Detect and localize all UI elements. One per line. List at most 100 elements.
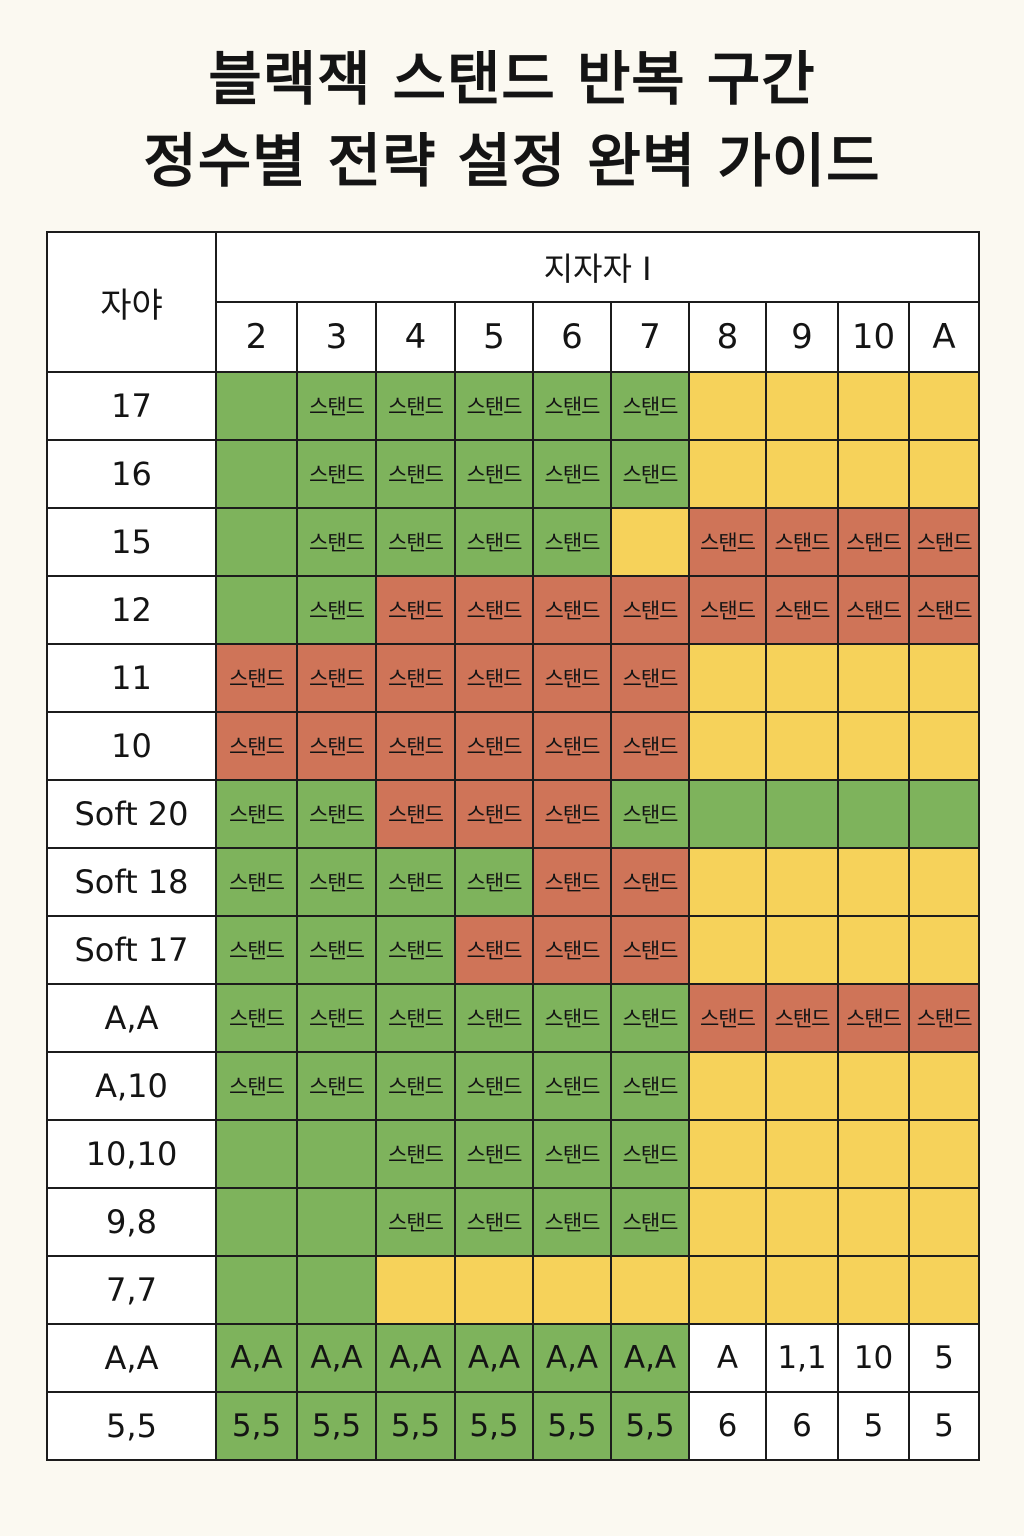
strategy-cell: 스탠드 <box>532 1187 612 1257</box>
dealer-column-row: 2 3 4 5 6 7 8 9 10 A <box>47 301 981 373</box>
strategy-cell <box>765 915 839 985</box>
table-row: 16 스탠드 스탠드 스탠드 스탠드 스탠드 <box>46 439 981 509</box>
strategy-cell: 10 <box>837 1323 910 1393</box>
table-row: A,A 스탠드 스탠드 스탠드 스탠드 스탠드 스탠드 스탠드 스탠드 스탠드 스탠드 <box>46 983 981 1053</box>
strategy-cell: 스탠드 <box>375 1187 456 1257</box>
strategy-cell <box>454 1255 534 1325</box>
strategy-cell: 스탠드 <box>296 575 377 645</box>
strategy-cell <box>765 439 839 509</box>
strategy-cell: 스탠드 <box>532 507 612 577</box>
dealer-column-header: 4 <box>375 301 456 373</box>
strategy-cell: 스탠드 <box>296 915 377 985</box>
strategy-cell <box>907 1187 981 1257</box>
strategy-cell <box>296 1119 377 1189</box>
strategy-cell: 스탠드 <box>837 983 910 1053</box>
strategy-cell: 스탠드 <box>375 983 456 1053</box>
strategy-cell: 스탠드 <box>532 847 612 917</box>
strategy-cell: 스탠드 <box>296 779 377 849</box>
player-hand-label: Soft 20 <box>46 779 217 849</box>
strategy-cell: 스탠드 <box>610 371 690 441</box>
strategy-cell: 스탠드 <box>610 779 690 849</box>
strategy-cell <box>765 643 839 713</box>
strategy-cell: 5,5 <box>610 1391 690 1461</box>
table-row: 7,7 <box>46 1255 981 1325</box>
strategy-cell: 스탠드 <box>375 507 456 577</box>
strategy-cell <box>215 575 298 645</box>
strategy-cell: 스탠드 <box>296 983 377 1053</box>
strategy-cell: 6 <box>765 1391 839 1461</box>
player-hand-label: Soft 18 <box>46 847 217 917</box>
title-line-2: 정수별 전략 설정 완벽 가이드 <box>143 127 881 195</box>
strategy-cell <box>907 371 981 441</box>
strategy-cell <box>837 847 910 917</box>
strategy-cell: A <box>688 1323 767 1393</box>
corner-label: 자야 <box>46 231 217 373</box>
strategy-cell: 스탠드 <box>215 847 298 917</box>
strategy-cell: 스탠드 <box>375 643 456 713</box>
strategy-cell: 스탠드 <box>765 507 839 577</box>
strategy-cell: A,A <box>215 1323 298 1393</box>
strategy-cell <box>765 1119 839 1189</box>
player-hand-label: A,10 <box>46 1051 217 1121</box>
strategy-cell: 스탠드 <box>375 847 456 917</box>
strategy-cell: 스탠드 <box>215 1051 298 1121</box>
strategy-cell: A,A <box>454 1323 534 1393</box>
strategy-cell: A,A <box>375 1323 456 1393</box>
strategy-cell: 스탠드 <box>375 1119 456 1189</box>
strategy-cell: A,A <box>296 1323 377 1393</box>
strategy-cell: 스탠드 <box>375 711 456 781</box>
strategy-cell: 6 <box>688 1391 767 1461</box>
player-hand-label: 10 <box>46 711 217 781</box>
strategy-cell: 5,5 <box>375 1391 456 1461</box>
strategy-cell: 스탠드 <box>296 439 377 509</box>
table-row: 10 스탠드 스탠드 스탠드 스탠드 스탠드 스탠드 <box>46 711 981 781</box>
dealer-column-header: 6 <box>532 301 612 373</box>
strategy-cell: 스탠드 <box>610 1119 690 1189</box>
strategy-cell: 스탠드 <box>907 983 981 1053</box>
strategy-cell: 스탠드 <box>532 439 612 509</box>
player-hand-label: 5,5 <box>46 1391 217 1461</box>
player-hand-label: A,A <box>46 983 217 1053</box>
dealer-column-header: 7 <box>610 301 690 373</box>
strategy-cell: 스탠드 <box>296 371 377 441</box>
strategy-cell: 스탠드 <box>375 575 456 645</box>
strategy-cell: 스탠드 <box>454 1051 534 1121</box>
strategy-cell: 스탠드 <box>837 575 910 645</box>
strategy-cell <box>765 1187 839 1257</box>
strategy-cell: 스탠드 <box>296 1051 377 1121</box>
dealer-column-header: 3 <box>296 301 377 373</box>
strategy-cell: 스탠드 <box>610 643 690 713</box>
strategy-cell: 스탠드 <box>610 711 690 781</box>
strategy-cell: 1,1 <box>765 1323 839 1393</box>
strategy-cell: A,A <box>532 1323 612 1393</box>
strategy-cell <box>837 779 910 849</box>
player-hand-label: Soft 17 <box>46 915 217 985</box>
strategy-cell: 스탠드 <box>296 711 377 781</box>
strategy-cell <box>688 779 767 849</box>
strategy-cell: 스탠드 <box>454 847 534 917</box>
strategy-cell: 스탠드 <box>296 643 377 713</box>
strategy-cell: 5 <box>837 1391 910 1461</box>
strategy-cell: 스탠드 <box>215 779 298 849</box>
strategy-cell: 스탠드 <box>907 575 981 645</box>
strategy-cell <box>907 439 981 509</box>
strategy-cell: 스탠드 <box>532 643 612 713</box>
title-line-1: 블랙잭 스탠드 반복 구간 <box>208 45 816 113</box>
strategy-cell <box>907 847 981 917</box>
strategy-cell: 스탠드 <box>375 371 456 441</box>
strategy-cell: 5,5 <box>215 1391 298 1461</box>
strategy-cell: 스탠드 <box>610 1187 690 1257</box>
strategy-cell: 스탠드 <box>296 847 377 917</box>
strategy-cell: 스탠드 <box>532 371 612 441</box>
strategy-cell <box>907 1119 981 1189</box>
dealer-column-header: 5 <box>454 301 534 373</box>
strategy-cell: 스탠드 <box>454 507 534 577</box>
strategy-cell: 스탠드 <box>765 983 839 1053</box>
strategy-cell <box>907 711 981 781</box>
table-row: 10,10 스탠드 스탠드 스탠드 스탠드 <box>46 1119 981 1189</box>
player-hand-label: 15 <box>46 507 217 577</box>
strategy-cell <box>765 711 839 781</box>
strategy-cell: 스탠드 <box>375 779 456 849</box>
strategy-cell <box>907 1255 981 1325</box>
strategy-cell: 스탠드 <box>610 575 690 645</box>
